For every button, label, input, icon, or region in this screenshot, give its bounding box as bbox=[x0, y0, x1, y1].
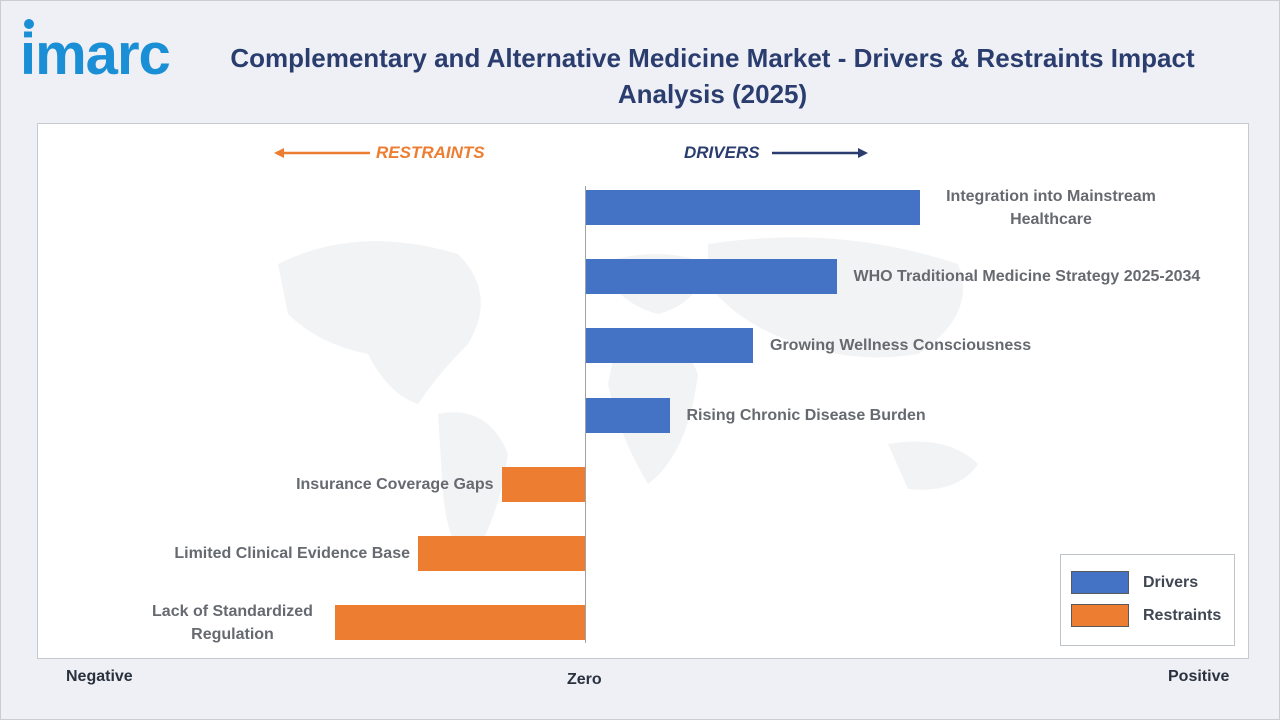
legend-swatch-drivers bbox=[1071, 571, 1129, 594]
chart-title: Complementary and Alternative Medicine M… bbox=[230, 43, 1195, 109]
driver-bar-3 bbox=[586, 328, 753, 363]
drivers-direction-label: DRIVERS bbox=[684, 143, 760, 162]
driver-bar-4 bbox=[586, 398, 670, 433]
restraints-arrow-icon bbox=[274, 148, 370, 158]
restraint-bar-5 bbox=[501, 467, 585, 502]
axis-positive-label: Positive bbox=[1168, 668, 1230, 685]
legend-label-restraints: Restraints bbox=[1143, 606, 1222, 624]
axis-zero-label: Zero bbox=[567, 671, 602, 688]
restraint-bar-7 bbox=[334, 605, 585, 640]
legend-item-drivers: Drivers bbox=[1071, 571, 1198, 594]
driver-bar-1 bbox=[586, 190, 920, 225]
legend-item-restraints: Restraints bbox=[1071, 604, 1221, 627]
svg-text:imarc: imarc bbox=[20, 22, 170, 82]
drivers-arrow-icon bbox=[772, 148, 868, 158]
legend-label-drivers: Drivers bbox=[1143, 573, 1199, 591]
restraint-label-6: Limited Clinical Evidence Base bbox=[174, 545, 410, 562]
imarc-logo: imarc bbox=[20, 19, 171, 82]
restraint-bar-6 bbox=[418, 536, 585, 571]
restraint-label-5: Insurance Coverage Gaps bbox=[296, 476, 494, 493]
driver-label-3: Growing Wellness Consciousness bbox=[770, 337, 1032, 354]
driver-label-4: Rising Chronic Disease Burden bbox=[686, 407, 926, 424]
driver-label-2: WHO Traditional Medicine Strategy 2025-2… bbox=[853, 268, 1201, 285]
legend: Drivers Restraints bbox=[1060, 554, 1235, 646]
legend-swatch-restraints bbox=[1071, 604, 1129, 627]
zero-axis-line bbox=[585, 186, 586, 643]
restraints-direction-label: RESTRAINTS bbox=[376, 143, 485, 162]
driver-bar-2 bbox=[586, 259, 837, 294]
axis-negative-label: Negative bbox=[66, 668, 133, 685]
restraint-label-7: Lack of Standardized Regulation bbox=[152, 602, 313, 643]
driver-label-1: Integration into Mainstream Healthcare bbox=[946, 187, 1156, 228]
